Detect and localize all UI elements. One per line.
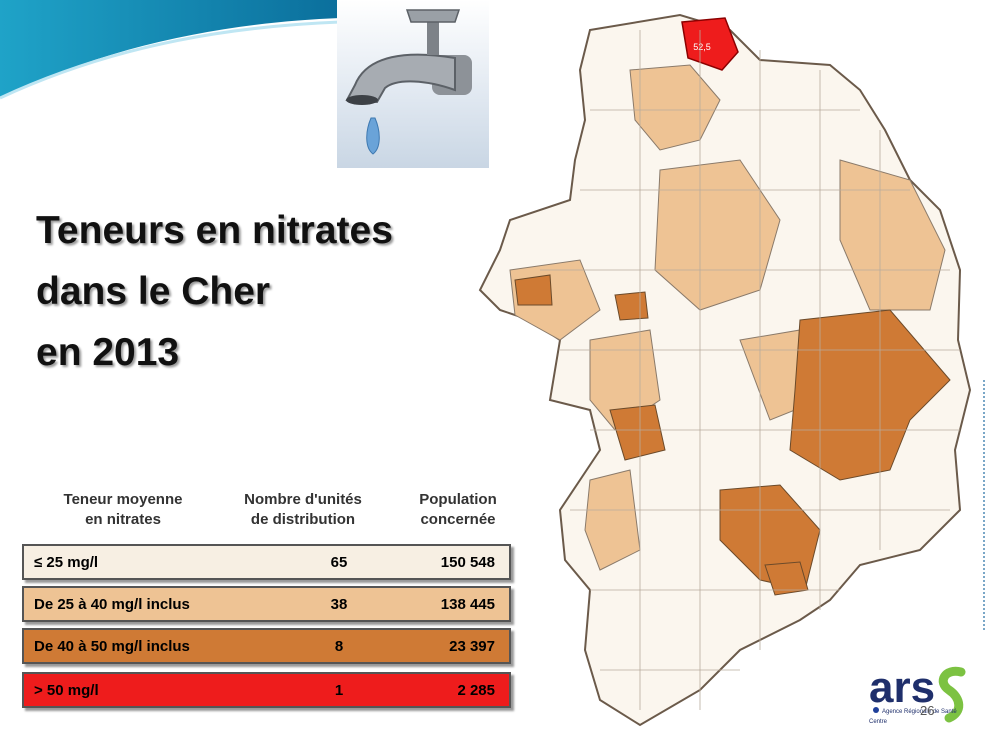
legend-row-3: De 40 à 50 mg/l inclus 8 23 397 xyxy=(22,628,511,664)
population-value: 138 445 xyxy=(440,596,495,613)
faucet-image xyxy=(337,0,489,168)
slide-title: Teneurs en nitrates dans le Cher en 2013 xyxy=(36,200,393,383)
units-value: 1 xyxy=(334,682,344,699)
range-label: De 40 à 50 mg/l inclus xyxy=(34,638,190,655)
header-distribution-units: Nombre d'unités de distribution xyxy=(244,491,362,528)
zone-medium-1 xyxy=(789,309,951,481)
title-line-1: Teneurs en nitrates xyxy=(36,209,393,252)
range-label: ≤ 25 mg/l xyxy=(34,554,99,571)
header-nitrate-level: Teneur moyenne en nitrates xyxy=(63,491,183,528)
side-decoration xyxy=(983,380,990,630)
page-number: 26 xyxy=(920,703,935,718)
legend-row-1: ≤ 25 mg/l 65 150 548 xyxy=(22,544,511,580)
commune-borders xyxy=(540,30,960,710)
zone-light-6 xyxy=(584,469,641,571)
ars-logo: ars Agence Régionale de Santé Centre xyxy=(865,660,985,730)
zone-light-3 xyxy=(839,159,946,311)
range-label: De 25 à 40 mg/l inclus xyxy=(34,596,190,613)
legend-row-4: > 50 mg/l 1 2 285 xyxy=(22,672,511,708)
units-value: 65 xyxy=(330,554,348,571)
legend-row-2: De 25 à 40 mg/l inclus 38 138 445 xyxy=(22,586,511,622)
range-label: > 50 mg/l xyxy=(34,682,99,699)
ars-logo-subtitle-2: Centre xyxy=(869,719,888,725)
ars-logo-subtitle-1: Agence Régionale de Santé xyxy=(882,709,957,715)
title-line-2: dans le Cher xyxy=(36,270,271,313)
title-line-3: en 2013 xyxy=(36,331,180,374)
nitrate-legend-table: Teneur moyenne en nitrates Nombre d'unit… xyxy=(18,478,523,713)
zone-medium-5 xyxy=(614,291,649,321)
decorative-swoosh xyxy=(0,0,340,100)
population-value: 150 548 xyxy=(440,554,495,571)
zone-red xyxy=(681,17,739,71)
cher-map: 52,5 xyxy=(478,13,972,727)
units-value: 38 xyxy=(330,596,348,613)
zone-medium-4 xyxy=(514,274,553,306)
red-zone-label: 52,5 xyxy=(693,42,711,52)
population-value: 2 285 xyxy=(457,682,495,699)
header-population: Population concernée xyxy=(419,491,497,528)
population-value: 23 397 xyxy=(449,638,495,655)
ars-logo-text: ars xyxy=(869,663,935,712)
units-value: 8 xyxy=(334,638,344,655)
